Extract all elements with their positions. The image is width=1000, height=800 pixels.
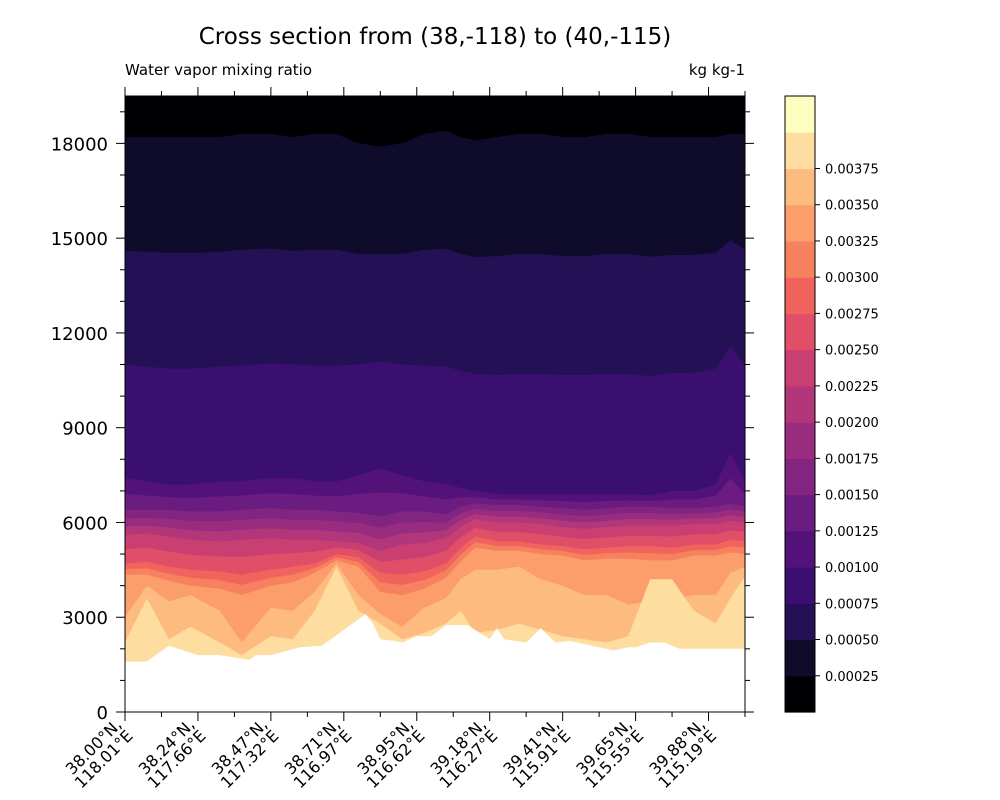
colorbar-swatch [785, 530, 815, 568]
y-tick-label: 9000 [62, 419, 108, 440]
colorbar-frame [784, 95, 816, 713]
colorbar-swatch [785, 385, 815, 423]
colorbar-label: 0.00275 [825, 307, 879, 322]
colorbar-label: 0.00175 [825, 452, 879, 467]
x-tick-label: 38.71°N,116.97°E [281, 715, 356, 792]
colorbar-swatch [785, 349, 815, 387]
colorbar-swatch [785, 422, 815, 459]
terrain-mask [125, 614, 745, 712]
y-tick-label: 6000 [62, 513, 108, 534]
colorbar-swatch [785, 494, 815, 532]
colorbar-swatch [785, 675, 815, 713]
colorbar-swatch [785, 458, 815, 496]
colorbar-label: 0.00300 [825, 271, 879, 286]
colorbar-swatch [785, 603, 815, 641]
colorbar-swatch [785, 96, 815, 133]
contour-fills [125, 96, 745, 712]
colorbar-swatch [785, 567, 815, 604]
y-axis: 0 3000 6000 9000 12000 15000 18000 [51, 111, 754, 724]
x-tick-label: 39.41°N,115.91°E [499, 715, 574, 792]
plot-frame [124, 95, 746, 713]
chart-title: Cross section from (38,-118) to (40,-115… [199, 24, 672, 50]
y-tick-label: 18000 [51, 134, 108, 155]
y-tick-label: 12000 [51, 324, 108, 345]
colorbar-label: 0.00225 [825, 380, 879, 395]
y-tick-label: 0 [97, 703, 108, 724]
x-tick-label: 38.00°N,118.01°E [62, 715, 137, 792]
colorbar-swatch [785, 240, 815, 278]
colorbar-swatch [785, 639, 815, 677]
colorbar-swatch [785, 313, 815, 351]
x-tick-label: 38.24°N,117.66°E [135, 715, 210, 792]
colorbar-label: 0.00350 [825, 199, 879, 214]
colorbar-label: 0.00250 [825, 344, 879, 359]
colorbar-label: 0.00025 [825, 670, 879, 685]
colorbar-label: 0.00125 [825, 525, 879, 540]
colorbar-label: 0.00075 [825, 597, 879, 612]
x-tick-label: 38.95°N,116.62°E [354, 715, 429, 792]
left-subtitle: Water vapor mixing ratio [125, 61, 312, 79]
x-tick-label: 39.65°N,115.55°E [572, 715, 647, 792]
colorbar-swatch [785, 168, 815, 206]
x-tick-label: 39.18°N,116.27°E [427, 715, 502, 792]
colorbar-swatch [785, 277, 815, 315]
x-tick-label: 39.88°N,115.19°E [645, 715, 720, 792]
terrain-surface [125, 614, 745, 712]
colorbar-label: 0.00200 [825, 416, 879, 431]
right-subtitle: kg kg-1 [689, 61, 745, 79]
colorbar-label: 0.00375 [825, 162, 879, 177]
y-tick-label: 15000 [51, 229, 108, 250]
y-tick-label: 3000 [62, 608, 108, 629]
colorbar-label: 0.00100 [825, 561, 879, 576]
colorbar-label: 0.00150 [825, 489, 879, 504]
colorbar-label: 0.00325 [825, 235, 879, 250]
x-tick-label: 38.47°N,117.32°E [208, 715, 283, 792]
colorbar: 0.00025 0.00050 0.00075 0.00100 0.00125 0.001… [784, 95, 879, 713]
colorbar-swatch [785, 204, 815, 242]
colorbar-label: 0.00050 [825, 634, 879, 649]
colorbar-swatch [785, 132, 815, 170]
